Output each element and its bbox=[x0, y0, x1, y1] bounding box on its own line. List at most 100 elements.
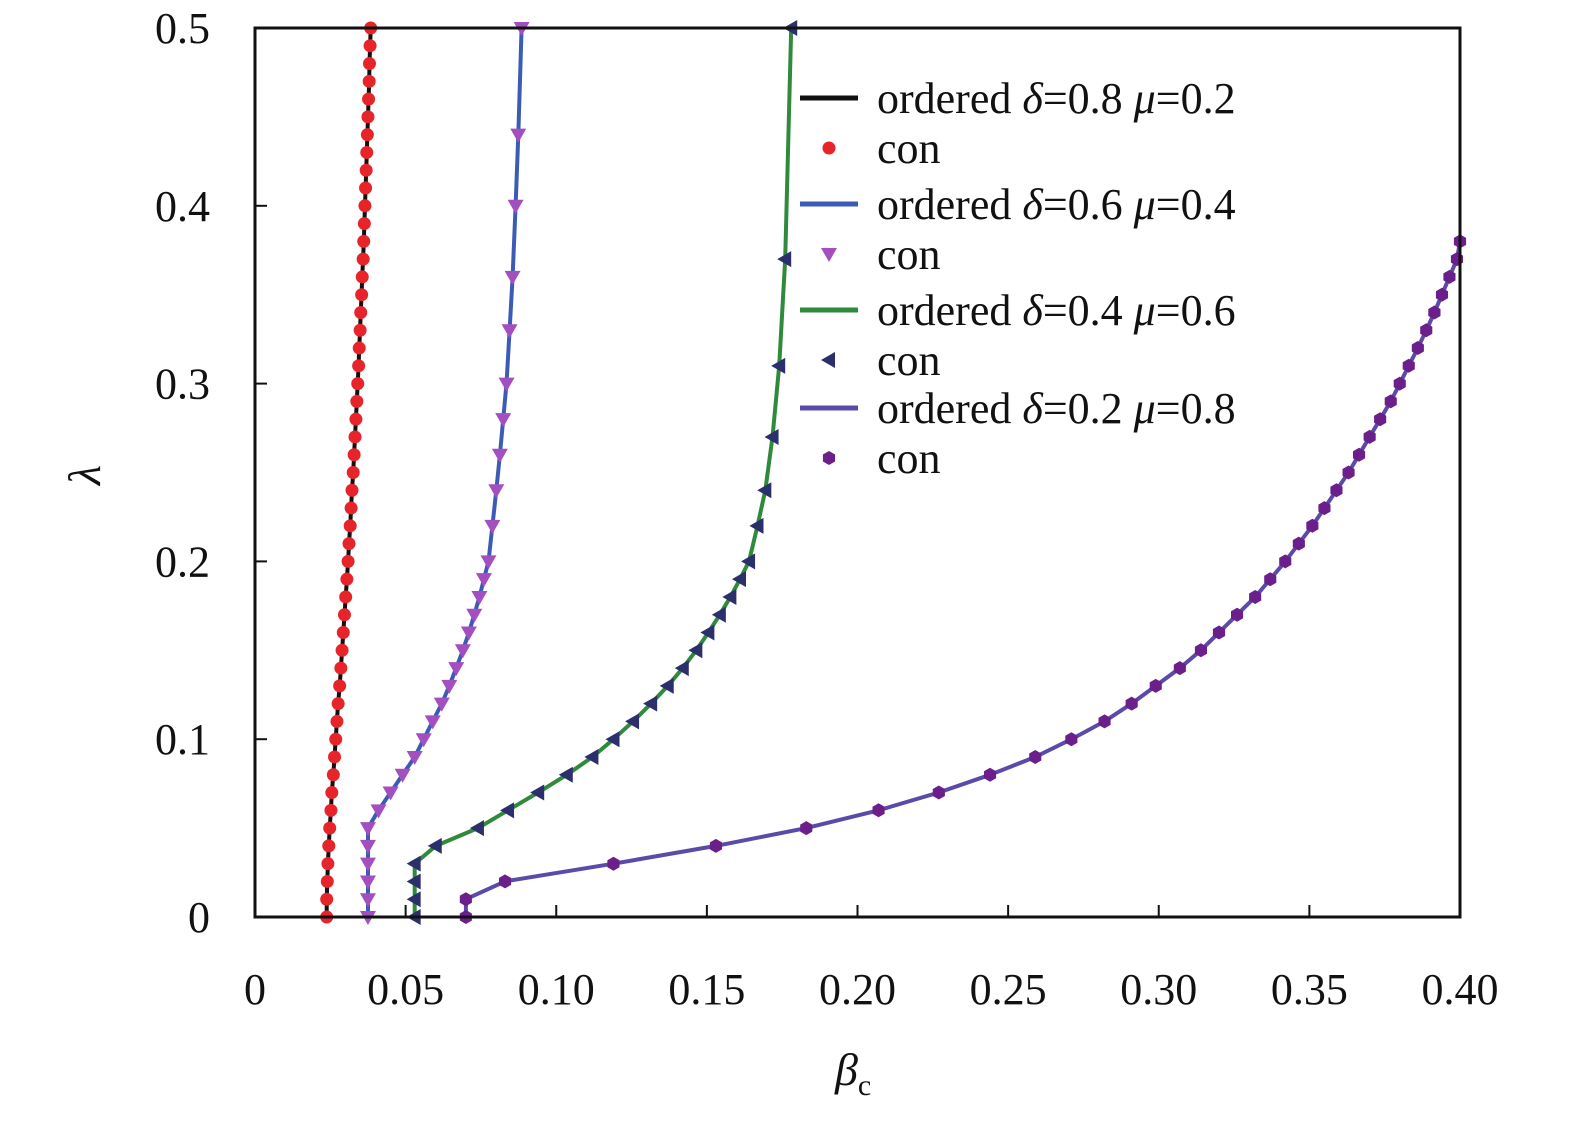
data-point-series-1 bbox=[320, 892, 334, 906]
data-point-series-3 bbox=[530, 784, 545, 801]
data-point-series-1 bbox=[355, 288, 369, 302]
data-point-series-1 bbox=[344, 501, 358, 515]
data-point-series-2 bbox=[501, 324, 518, 339]
series-line-3 bbox=[412, 27, 794, 917]
data-point-series-4 bbox=[800, 821, 813, 836]
y-tick-label: 0 bbox=[188, 893, 210, 942]
data-point-series-3 bbox=[406, 855, 421, 872]
x-tick-label: 0.20 bbox=[819, 965, 896, 1014]
legend-marker-swatch bbox=[822, 141, 836, 155]
data-point-series-2 bbox=[359, 822, 376, 837]
data-point-series-2 bbox=[433, 697, 450, 712]
data-point-series-4 bbox=[872, 803, 885, 818]
legend-label-ordered: ordered δ=0.8 μ=0.2 bbox=[877, 74, 1236, 123]
data-point-series-2 bbox=[454, 644, 471, 659]
data-point-series-2 bbox=[382, 786, 399, 801]
data-point-series-2 bbox=[441, 679, 458, 694]
data-point-series-1 bbox=[357, 234, 371, 248]
data-point-series-1 bbox=[339, 590, 353, 604]
data-point-series-1 bbox=[349, 412, 363, 426]
data-point-series-3 bbox=[643, 695, 658, 712]
data-point-series-4 bbox=[1402, 358, 1415, 373]
data-point-series-2 bbox=[466, 608, 483, 623]
data-point-series-1 bbox=[335, 643, 349, 657]
legend-marker-swatch bbox=[822, 451, 836, 465]
data-point-series-4 bbox=[1292, 536, 1305, 551]
data-point-series-2 bbox=[504, 270, 521, 285]
x-axis-label: βc bbox=[834, 1044, 871, 1102]
x-axis-ticks: 0 0.05 0.10 0.15 0.20 0.25 0.30 0.35 0.40 bbox=[244, 905, 1499, 1014]
legend-label-con: con bbox=[877, 230, 941, 279]
x-tick-label: 0.35 bbox=[1271, 965, 1348, 1014]
data-point-series-3 bbox=[688, 642, 703, 659]
data-point-series-1 bbox=[360, 128, 374, 142]
series-markers bbox=[320, 20, 1467, 925]
data-point-series-3 bbox=[741, 553, 756, 570]
data-point-series-2 bbox=[359, 839, 376, 854]
data-point-series-1 bbox=[351, 377, 365, 391]
data-point-series-3 bbox=[749, 517, 764, 534]
data-point-series-1 bbox=[359, 163, 373, 177]
legend-marker-swatch bbox=[821, 352, 835, 368]
data-point-series-2 bbox=[507, 199, 524, 214]
data-point-series-4 bbox=[459, 892, 472, 907]
data-point-series-4 bbox=[1149, 678, 1162, 693]
y-tick-label: 0.1 bbox=[155, 715, 210, 764]
data-point-series-4 bbox=[607, 856, 620, 871]
data-point-series-2 bbox=[359, 875, 376, 890]
legend-label-ordered: ordered δ=0.4 μ=0.6 bbox=[877, 286, 1236, 335]
legend-label-con: con bbox=[877, 434, 941, 483]
data-point-series-4 bbox=[1098, 714, 1111, 729]
data-point-series-1 bbox=[341, 554, 355, 568]
data-point-series-1 bbox=[361, 110, 375, 124]
data-point-series-4 bbox=[1194, 643, 1207, 658]
x-tick-label: 0.05 bbox=[367, 965, 444, 1014]
data-point-series-1 bbox=[352, 359, 366, 373]
data-point-series-1 bbox=[358, 199, 372, 213]
series-line-4 bbox=[463, 241, 1462, 917]
data-point-series-1 bbox=[321, 857, 335, 871]
data-point-series-4 bbox=[1231, 607, 1244, 622]
x-tick-label: 0.10 bbox=[518, 965, 595, 1014]
data-point-series-3 bbox=[711, 606, 726, 623]
data-point-series-3 bbox=[764, 428, 779, 445]
y-tick-label: 0.5 bbox=[155, 4, 210, 53]
data-point-series-4 bbox=[1435, 287, 1448, 302]
data-point-series-3 bbox=[605, 731, 620, 748]
data-point-series-2 bbox=[415, 733, 432, 748]
data-point-series-4 bbox=[1264, 572, 1277, 587]
data-point-series-3 bbox=[732, 571, 747, 588]
data-point-series-3 bbox=[558, 766, 573, 783]
x-tick-label: 0.40 bbox=[1422, 965, 1499, 1014]
data-point-series-4 bbox=[1363, 429, 1376, 444]
data-point-series-4 bbox=[1342, 465, 1355, 480]
legend-marker-swatch bbox=[821, 248, 837, 262]
data-point-series-1 bbox=[357, 217, 371, 231]
data-point-series-2 bbox=[394, 768, 411, 783]
data-point-series-1 bbox=[333, 679, 347, 693]
data-point-series-1 bbox=[343, 519, 357, 533]
y-tick-label: 0.2 bbox=[155, 537, 210, 586]
data-point-series-1 bbox=[324, 803, 338, 817]
legend-label-ordered: ordered δ=0.6 μ=0.4 bbox=[877, 180, 1236, 229]
data-point-series-1 bbox=[331, 697, 345, 711]
data-point-series-2 bbox=[406, 750, 423, 765]
data-point-series-1 bbox=[326, 768, 340, 782]
data-point-series-1 bbox=[334, 661, 348, 675]
data-point-series-3 bbox=[427, 837, 442, 854]
data-point-series-1 bbox=[347, 448, 361, 462]
data-point-series-4 bbox=[932, 785, 945, 800]
legend-label-ordered: ordered δ=0.2 μ=0.8 bbox=[877, 384, 1236, 433]
data-point-series-4 bbox=[1279, 554, 1292, 569]
data-point-series-4 bbox=[1353, 447, 1366, 462]
data-point-series-4 bbox=[499, 874, 512, 889]
data-point-series-3 bbox=[722, 588, 737, 605]
data-point-series-2 bbox=[480, 555, 497, 570]
data-point-series-3 bbox=[757, 482, 772, 499]
data-point-series-4 bbox=[1393, 376, 1406, 391]
data-point-series-1 bbox=[325, 786, 339, 800]
data-point-series-2 bbox=[460, 626, 477, 641]
data-point-series-3 bbox=[406, 891, 421, 908]
data-point-series-2 bbox=[484, 519, 501, 534]
